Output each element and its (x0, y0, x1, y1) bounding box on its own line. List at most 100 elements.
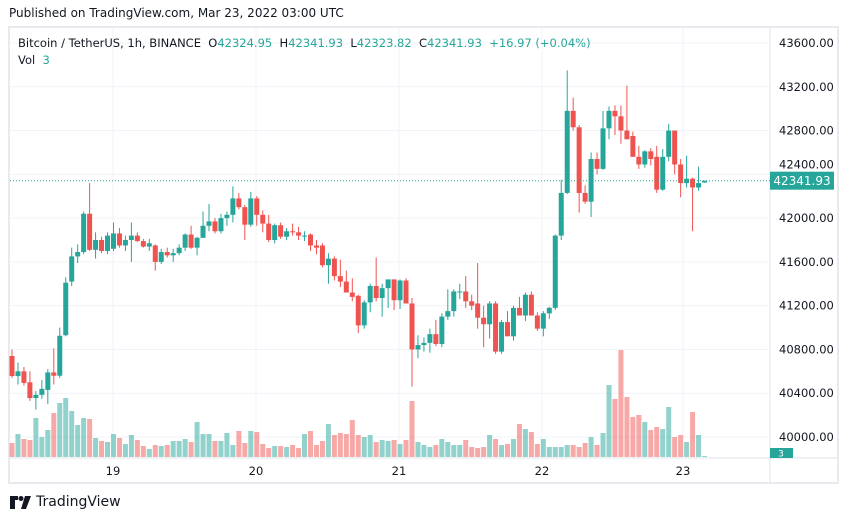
candle (660, 149, 666, 191)
candle-body (248, 198, 254, 225)
high-value: 42341.93 (288, 36, 344, 50)
volume-bar (552, 447, 558, 457)
volume-bar (379, 440, 385, 457)
volume-bar (170, 441, 176, 457)
candle-body (128, 235, 134, 240)
volume-bar (278, 446, 284, 457)
candle-body (522, 294, 528, 316)
candle (224, 211, 230, 226)
volume-bar (343, 434, 349, 457)
candle-body (654, 156, 660, 190)
candle (552, 234, 558, 311)
candle-body (224, 214, 230, 219)
volume-bar (224, 433, 230, 457)
candle-body (331, 258, 337, 277)
candle-body (337, 276, 343, 282)
price-tick-label: 43200.00 (779, 80, 834, 94)
volume-bar (516, 424, 522, 457)
price-tick-label: 41200.00 (779, 299, 834, 313)
volume-bar (272, 446, 278, 457)
candle-body (45, 372, 51, 390)
candle-body (445, 311, 451, 317)
volume-bar (230, 445, 236, 457)
volume-bar (367, 435, 373, 457)
volume-bar (546, 447, 552, 457)
volume-value: 3 (42, 53, 50, 67)
candle (51, 348, 57, 385)
candle (427, 328, 433, 353)
volume-bar (534, 444, 540, 457)
candle-body (140, 241, 146, 247)
candle (158, 248, 164, 265)
volume-bar (302, 434, 308, 457)
candle (164, 247, 170, 258)
candle (146, 238, 152, 251)
open-value: 42324.95 (217, 36, 273, 50)
volume-bar (140, 446, 146, 457)
candle (218, 213, 224, 234)
candle (642, 150, 648, 168)
candle-body (188, 234, 194, 248)
volume-bar (564, 445, 570, 457)
volume-bar (660, 429, 666, 457)
candle (534, 312, 540, 331)
volume-bar (672, 437, 678, 457)
candle (325, 253, 331, 284)
volume-bar (15, 434, 21, 457)
candle (63, 277, 69, 337)
candle-body (266, 223, 272, 240)
volume-bar (373, 442, 379, 457)
candle-body (69, 256, 75, 282)
volume-bar (236, 431, 242, 457)
candle-body (290, 231, 296, 233)
candle-body (439, 316, 445, 344)
candle (487, 301, 493, 339)
volume-bar (242, 443, 248, 457)
candle (116, 227, 122, 248)
candle (319, 243, 325, 268)
candles (9, 70, 708, 410)
candle-body (660, 156, 666, 190)
last-price-label: 42341.93 (773, 174, 830, 188)
candle-body (152, 245, 158, 262)
symbol-label[interactable]: Bitcoin / TetherUS, 1h, BINANCE (18, 36, 201, 50)
candle-body (176, 247, 182, 254)
candle (170, 248, 176, 262)
candle-body (39, 388, 45, 395)
candle-body (361, 302, 367, 326)
candle-body (606, 110, 612, 129)
candle (457, 283, 463, 300)
volume-bar (600, 433, 606, 457)
candle (445, 289, 451, 320)
candle (696, 166, 702, 191)
candle-body (582, 192, 588, 202)
volume-bar (57, 403, 63, 457)
volume-bar (510, 439, 516, 457)
volume-bar (403, 440, 409, 457)
candle (397, 279, 403, 309)
candle-body (57, 335, 63, 376)
candle (588, 152, 594, 218)
candle (337, 259, 343, 288)
volume-bar (570, 445, 576, 457)
candle (666, 123, 672, 162)
candle-body (254, 198, 260, 215)
volume-bar (182, 439, 188, 457)
candle-body (696, 183, 702, 188)
candle (564, 70, 570, 195)
candle-body (105, 235, 111, 251)
candle (349, 278, 355, 302)
tradingview-logo[interactable]: TradingView (10, 494, 121, 510)
candle (39, 380, 45, 399)
candle-body (558, 192, 564, 236)
change-value: +16.97 (+0.04%) (489, 36, 591, 50)
candle-body (99, 240, 105, 251)
candle-body (134, 235, 140, 242)
volume-bar (164, 445, 170, 457)
price-tick-label: 40000.00 (779, 430, 834, 444)
candle (475, 262, 481, 329)
candle-body (355, 295, 361, 326)
volume-bar (427, 447, 433, 457)
candle (57, 327, 63, 378)
